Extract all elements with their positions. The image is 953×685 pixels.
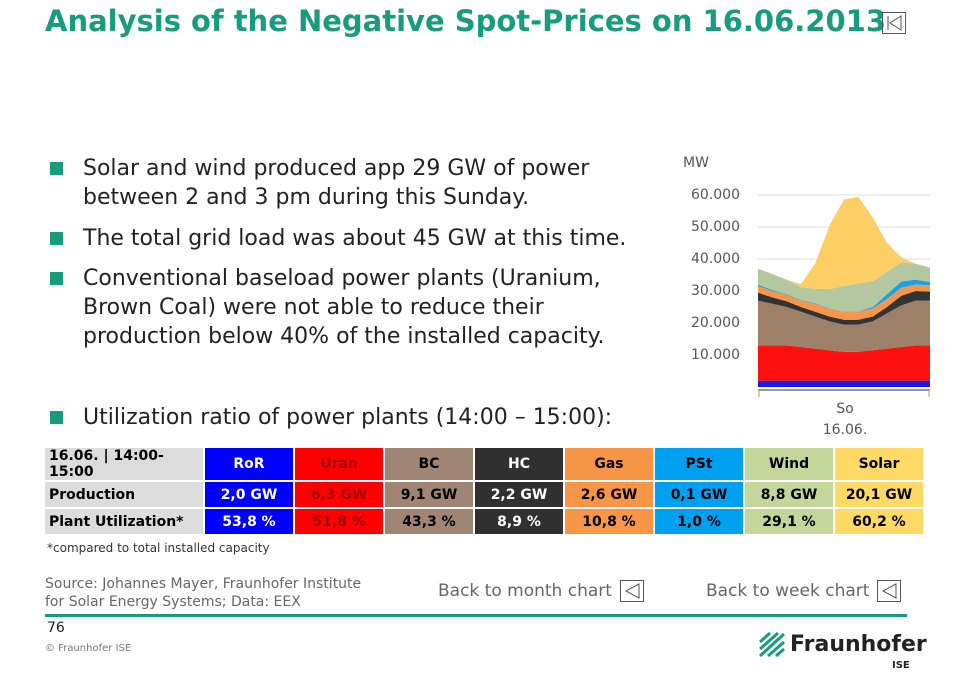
- table-cell: 8,8 GW: [745, 482, 833, 507]
- table-cell: 60,2 %: [835, 509, 923, 534]
- table-row: 16.06. | 14:00-15:00 RoR Uran BC HC Gas PSt Win…: [45, 448, 923, 480]
- bullet: Conventional baseload power plants (Uran…: [50, 264, 650, 351]
- bullet-text: Conventional baseload power plants (Uran…: [83, 266, 605, 349]
- source-line: for Solar Energy Systems; Data: EEX: [45, 594, 301, 610]
- table-cell: 16.06. | 14:00-15:00: [45, 448, 203, 480]
- area-gas: [758, 284, 930, 320]
- x-label: So: [836, 401, 853, 417]
- nav-button[interactable]: [882, 12, 906, 34]
- y-tick-label: 50.000: [691, 219, 740, 235]
- y-tick-label: 40.000: [691, 251, 740, 267]
- bullet: Utilization ratio of power plants (14:00…: [50, 403, 650, 432]
- week-link[interactable]: Back to week chart: [706, 580, 902, 602]
- table-cell: Plant Utilization*: [45, 509, 203, 534]
- area-uran: [758, 345, 930, 381]
- table-cell: 29,1 %: [745, 509, 833, 534]
- unit-label: MW: [683, 155, 709, 171]
- bullet-text: Utilization ratio of power plants (14:00…: [83, 405, 613, 430]
- table: 16.06. | 14:00-15:00 RoR Uran BC HC Gas PSt Win…: [43, 446, 925, 536]
- area-hc: [758, 291, 930, 325]
- link-text[interactable]: Back to month chart: [438, 581, 612, 601]
- title: Analysis of the Negative Spot-Prices on …: [45, 4, 887, 38]
- table-cell: Production: [45, 482, 203, 507]
- source: Source: Johannes Mayer, Fraunhofer Insti…: [45, 575, 361, 611]
- table-cell: 8,9 %: [475, 509, 563, 534]
- bullet-text: Solar and wind produced app 29 GW of pow…: [83, 156, 590, 210]
- link-icon[interactable]: [619, 580, 644, 602]
- table-cell: 0,1 GW: [655, 482, 743, 507]
- table-cell: 20,1 GW: [835, 482, 923, 507]
- x-label: 16.06.: [823, 422, 868, 438]
- chart: MW 10.000 20.000 30.000 40.000 50.000 60.000 So…: [683, 155, 930, 438]
- table-cell: 53,8 %: [205, 509, 293, 534]
- month-link[interactable]: Back to month chart: [438, 580, 644, 602]
- source-line: Source: Johannes Mayer, Fraunhofer Insti…: [45, 576, 362, 592]
- y-tick-label: 60.000: [691, 187, 740, 203]
- area-solar: [758, 196, 930, 290]
- table-cell: BC: [385, 448, 473, 480]
- logo-icon: [758, 631, 786, 658]
- table-cell: 51,8 %: [295, 509, 383, 534]
- y-tick-label: 20.000: [691, 315, 740, 331]
- table-cell: 2,0 GW: [205, 482, 293, 507]
- table-cell: 9,1 GW: [385, 482, 473, 507]
- table-cell: HC: [475, 448, 563, 480]
- table-cell: Gas: [565, 448, 653, 480]
- table-cell: Uran: [295, 448, 383, 480]
- link-icon[interactable]: [877, 580, 902, 602]
- area-pst: [758, 279, 930, 312]
- bullet-text: The total grid load was about 45 GW at t…: [83, 226, 627, 251]
- page-number: 76: [47, 620, 65, 636]
- table-row: Production 2,0 GW 6,3 GW 9,1 GW 2,2 GW 2,6 GW…: [45, 482, 923, 507]
- bullet: Solar and wind produced app 29 GW of pow…: [50, 154, 650, 212]
- table-cell: 10,8 %: [565, 509, 653, 534]
- y-tick-label: 10.000: [691, 347, 740, 363]
- table-cell: RoR: [205, 448, 293, 480]
- table-cell: 43,3 %: [385, 509, 473, 534]
- copyright: © Fraunhofer ISE: [45, 643, 132, 654]
- table-cell: 2,2 GW: [475, 482, 563, 507]
- table-cell: PSt: [655, 448, 743, 480]
- table-cell: 1,0 %: [655, 509, 743, 534]
- table-cell: Solar: [835, 448, 923, 480]
- bullet: The total grid load was about 45 GW at t…: [50, 224, 650, 253]
- table-cell: Wind: [745, 448, 833, 480]
- area-ror: [758, 380, 930, 387]
- rule: [45, 614, 907, 617]
- table-row: Plant Utilization* 53,8 % 51,8 % 43,3 % 8,9 …: [45, 509, 923, 534]
- y-tick-label: 30.000: [691, 283, 740, 299]
- link-text[interactable]: Back to week chart: [706, 581, 870, 601]
- footnote: *compared to total installed capacity: [47, 541, 270, 555]
- table-cell: 2,6 GW: [565, 482, 653, 507]
- nav-icon: [887, 15, 902, 31]
- logo: Fraunhofer: [790, 632, 927, 657]
- table-cell: 6,3 GW: [295, 482, 383, 507]
- area-wind: [758, 262, 930, 312]
- logo-sub: ISE: [892, 660, 910, 671]
